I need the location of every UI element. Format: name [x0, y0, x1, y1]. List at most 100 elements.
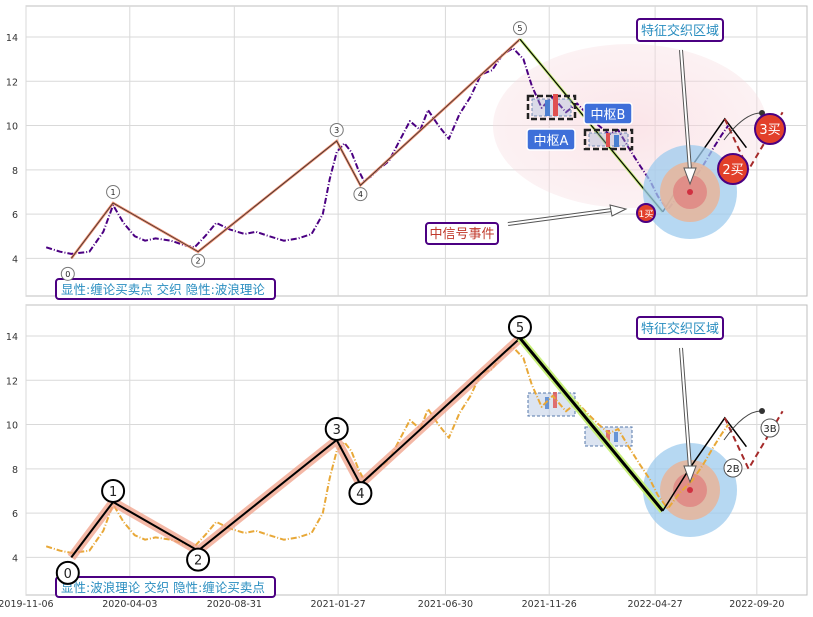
top-wave-marker-4: [353, 187, 368, 202]
top-wave-label-4: 4: [358, 190, 363, 199]
bottom-x-ticks: 2019-11-06 2020-04-03 2020-08-31 2021-01-27…: [0, 599, 784, 610]
bottom-wave-marker-0: [55, 560, 80, 585]
feature-zone-label-box: [636, 18, 724, 42]
buy-1-marker: 1买: [636, 203, 656, 223]
pivot-b-label-text: 中枢B: [591, 108, 626, 123]
bottom-buy-2-label: 2B: [726, 464, 739, 475]
pivot-b-label: 中枢B: [583, 102, 633, 125]
pivot-a-bar-red: [553, 94, 558, 116]
signal-event-label-text: 中信号事件: [429, 227, 494, 242]
bottom-pivot-a-bar-blue: [545, 397, 549, 409]
bottom-series-wave-line: [70, 337, 521, 559]
pivot-a-label: 中枢A: [526, 128, 576, 151]
bottom-pivot-b-bar-red: [606, 430, 610, 442]
bottom-feature-label-text: 特征交织区域: [641, 321, 719, 337]
buy-3-label: 3买: [759, 123, 780, 138]
bottom-buy-3-label: 3B: [763, 424, 776, 435]
bottom-xtick-label-1: 2020-04-03: [102, 599, 157, 610]
bottom-wave-marker-2: [186, 547, 211, 572]
bottom-wave-labels: 0 1 2 3 4 5: [55, 315, 532, 585]
top-series-down-leg-line: [519, 38, 664, 213]
bottom-series-projection-line: [662, 416, 748, 512]
bottom-target-dot: [687, 487, 693, 493]
signal-event-arrow-core: [507, 209, 613, 225]
top-ytick-label-4: 12: [6, 77, 18, 88]
top-wave-label-0: 0: [65, 270, 70, 279]
bottom-wave-marker-1: [101, 478, 126, 503]
bottom-xtick-label-0: 2019-11-06: [0, 599, 54, 610]
bottom-ytick-label-1: 6: [12, 509, 18, 520]
top-wave-marker-0: [60, 266, 75, 281]
top-wave-label-5: 5: [517, 24, 522, 33]
top-legend-box: [55, 278, 276, 300]
bottom-ytick-label-3: 10: [6, 421, 18, 432]
pivot-box-a-inner: [531, 98, 572, 117]
pivot-a-label-box: [526, 128, 576, 151]
bottom-series-down-leg-line: [518, 337, 664, 512]
top-target: [643, 145, 737, 239]
top-wave-label-3: 3: [334, 126, 339, 135]
bottom-feature-arrowhead: [683, 465, 697, 484]
bottom-wave-label-1: 1: [109, 485, 117, 500]
bottom-pivot-a: [527, 392, 576, 417]
bottom-legend: 显性:波浪理论 交织 隐性:缠论买卖点: [55, 576, 276, 598]
bottom-wave-label-5: 5: [516, 321, 524, 336]
bottom-wave-marker-5: [507, 315, 532, 340]
top-series-layer: [45, 38, 784, 260]
bottom-ytick-label-5: 14: [6, 332, 18, 343]
bottom-ytick-label-2: 8: [12, 465, 18, 476]
pivot-a-bar-blue: [545, 100, 550, 116]
bottom-buy3-anchor-dot: [759, 408, 765, 414]
top-ytick-label-1: 6: [12, 210, 18, 221]
feature-zone-arrow-core: [680, 49, 691, 171]
buy-2-label: 2买: [722, 163, 743, 178]
buy-3-circle: [754, 113, 786, 145]
signal-event-label-box: [425, 222, 499, 245]
top-pivot-boxes: [526, 94, 634, 151]
bottom-pivot-b-bar-blue: [614, 432, 618, 442]
pivot-box-a: [526, 94, 577, 121]
feature-zone-arrowhead: [683, 167, 697, 186]
top-target-dot: [687, 189, 693, 195]
signal-event-arrowhead: [609, 204, 628, 217]
pivot-box-b: [583, 128, 634, 151]
bottom-legend-text: 显性:波浪理论 交织 隐性:缠论买卖点: [61, 580, 265, 595]
bottom-xtick-label-3: 2021-01-27: [311, 599, 366, 610]
bottom-xtick-label-7: 2022-09-20: [729, 599, 784, 610]
pivot-a-label-text: 中枢A: [534, 134, 569, 149]
buy-3-marker: 3买: [754, 113, 786, 145]
top-ytick-label-2: 8: [12, 166, 18, 177]
buy-2-marker: 2买: [717, 153, 749, 185]
buy-1-circle: [636, 203, 656, 223]
bottom-ytick-label-4: 12: [6, 376, 18, 387]
bottom-xtick-label-2: 2020-08-31: [207, 599, 262, 610]
bottom-xtick-label-4: 2021-06-30: [418, 599, 473, 610]
bottom-wave-label-4: 4: [356, 487, 364, 502]
pivot-b-bar-red: [606, 133, 610, 147]
bottom-feature-label: 特征交织区域: [636, 316, 724, 340]
bottom-buy-3-circle: [760, 418, 780, 438]
feature-zone-label: 特征交织区域: [636, 18, 724, 42]
top-wave-label-1: 1: [111, 188, 116, 197]
pivot-b-label-box: [583, 102, 633, 125]
bottom-buy-3-marker: 3B: [760, 418, 780, 438]
buy-1-label: 1买: [639, 209, 654, 220]
top-wave-marker-3: [329, 122, 344, 137]
top-legend-text: 显性:缠论买卖点 交织 隐性:波浪理论: [61, 282, 265, 297]
bottom-wave-label-2: 2: [194, 554, 202, 569]
bottom-ytick-label-0: 4: [12, 553, 18, 564]
top-ytick-label-5: 14: [6, 33, 18, 44]
bottom-wave-label-3: 3: [333, 423, 341, 438]
bottom-wave-label-0: 0: [64, 567, 72, 582]
top-y-ticks: 4 6 8 10 12 14: [6, 33, 18, 265]
top-wave-marker-1: [106, 184, 121, 199]
top-wave-marker-2: [191, 253, 206, 268]
bottom-xtick-label-5: 2021-11-26: [522, 599, 577, 610]
bottom-xtick-label-6: 2022-04-27: [628, 599, 683, 610]
bottom-feature-arrow-core: [680, 347, 691, 469]
bottom-buy-2-circle: [723, 458, 743, 478]
bottom-buy-2-marker: 2B: [723, 458, 743, 478]
